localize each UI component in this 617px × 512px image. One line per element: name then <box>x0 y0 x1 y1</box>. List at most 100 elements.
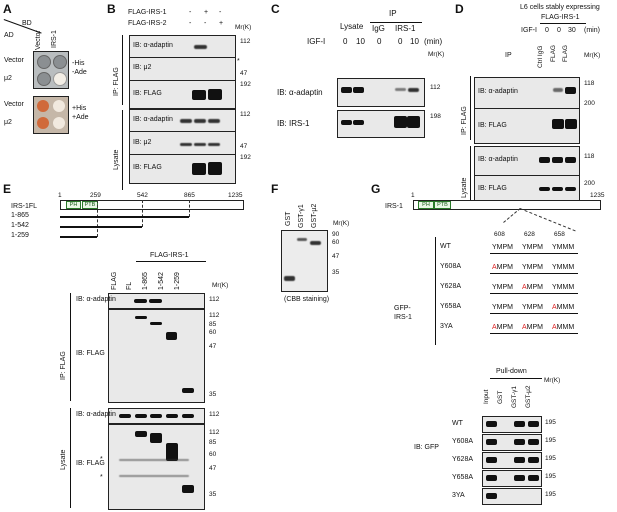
mw-marker: 47 <box>209 343 217 350</box>
ib-label: IB: FLAG <box>478 185 507 192</box>
mw-marker: 192 <box>240 154 251 161</box>
band <box>149 299 162 303</box>
underline <box>136 261 206 262</box>
zoom-guide <box>519 208 576 232</box>
row-mu2-2: μ2 <box>4 119 12 126</box>
motif: YMPM <box>522 244 543 251</box>
ip-flag-label: IP: FLAG <box>461 106 468 135</box>
lane-label: GST <box>285 211 292 226</box>
blot-b5: IB: μ2 <box>129 131 236 155</box>
min-label: (min) <box>584 27 600 34</box>
blot-b3: IB: FLAG <box>129 80 236 109</box>
motif-residues: YMMM <box>552 244 575 251</box>
sequence-line <box>490 293 578 294</box>
ip-label: IP <box>505 52 512 59</box>
lysate-label: Lysate <box>60 449 67 470</box>
motif-residues: MPM <box>496 324 514 331</box>
flag-irs1-label: FLAG-IRS-1 <box>128 9 167 16</box>
tick: 542 <box>137 192 148 199</box>
sequence-line <box>490 333 578 334</box>
mw-marker: 195 <box>545 491 556 498</box>
band <box>208 162 222 175</box>
mw-marker: 112 <box>209 429 220 436</box>
band <box>514 475 525 481</box>
ib-label: IB: FLAG <box>133 164 162 171</box>
flag-irs2-label: FLAG-IRS-2 <box>128 20 167 27</box>
band <box>135 414 147 418</box>
ph-domain: PH <box>66 201 81 209</box>
bd-label: BD <box>22 20 32 27</box>
row-label: 3YA <box>452 492 465 499</box>
band <box>486 493 497 499</box>
mw-marker: 112 <box>209 296 220 303</box>
blot-b6: IB: FLAG <box>129 154 236 184</box>
ph-domain: PH <box>418 201 434 209</box>
dashed-guide <box>97 200 98 237</box>
mw-marker: 195 <box>545 419 556 426</box>
col-irs1: IRS-1 <box>51 30 58 48</box>
mw-marker: 60 <box>209 451 217 458</box>
row-mu2-1: μ2 <box>4 75 12 82</box>
cond-plus-his: +His <box>72 105 87 112</box>
ib-label: IB: α-adaptin <box>277 88 323 97</box>
motif-residues: MPM <box>496 264 514 271</box>
band <box>182 388 194 393</box>
mutated-residue: A <box>492 324 497 331</box>
cond-ade: -Ade <box>72 69 87 76</box>
truncation-bar <box>60 226 142 228</box>
band <box>528 457 539 463</box>
bracket <box>435 237 436 345</box>
band <box>552 187 563 191</box>
band <box>119 475 189 477</box>
col-vector: Vector <box>35 30 42 50</box>
band <box>208 119 220 123</box>
panel-label-e: E <box>3 182 12 196</box>
band <box>135 316 147 319</box>
ib-label: IB: FLAG <box>133 90 162 97</box>
motif: AMMM <box>552 304 574 311</box>
mw-marker: 118 <box>584 80 595 87</box>
lane-label: FLAG <box>562 45 569 62</box>
band <box>486 457 497 463</box>
mw-marker: 47 <box>240 70 248 77</box>
mutated-residue: A <box>522 324 527 331</box>
ib-label: IB: GFP <box>414 444 439 451</box>
sequence-line <box>490 273 578 274</box>
time: 0 <box>398 37 403 46</box>
ib-label: IB: α-adaptin <box>76 411 116 418</box>
band <box>394 116 407 128</box>
cond-his: -His <box>72 60 85 67</box>
pulldown-blot <box>482 470 542 487</box>
blot-e3 <box>108 408 205 424</box>
mw-marker: 47 <box>332 253 340 260</box>
band <box>528 475 539 481</box>
tick: 1 <box>58 192 62 199</box>
row-vector-2: Vector <box>4 101 24 108</box>
lane-label: 1-542 <box>158 272 165 290</box>
row-label: Y608A <box>452 438 474 445</box>
ip-flag-label: IP: FLAG <box>113 67 120 96</box>
ib-label: IB: FLAG <box>76 350 105 357</box>
truncation-bar <box>60 216 189 218</box>
residue-number: 658 <box>554 231 565 238</box>
mw-marker: 112 <box>240 38 251 45</box>
lysate-label: Lysate <box>461 177 468 198</box>
blot-c1 <box>337 78 425 107</box>
row-label: WT <box>452 420 463 427</box>
min-label: (min) <box>424 37 443 46</box>
time: 0 <box>557 27 561 34</box>
band <box>194 45 207 49</box>
band <box>310 241 321 245</box>
time: 30 <box>568 27 576 34</box>
mw-marker: 35 <box>332 269 340 276</box>
sequence-line <box>490 253 578 254</box>
tick: 865 <box>184 192 195 199</box>
mutated-residue: A <box>552 304 557 311</box>
colony <box>53 72 67 86</box>
band <box>119 459 189 461</box>
band <box>166 443 178 461</box>
band <box>486 439 497 445</box>
lane-label: FL <box>126 281 133 290</box>
tick: 1 <box>411 192 415 199</box>
lane-label: FLAG <box>111 271 118 290</box>
